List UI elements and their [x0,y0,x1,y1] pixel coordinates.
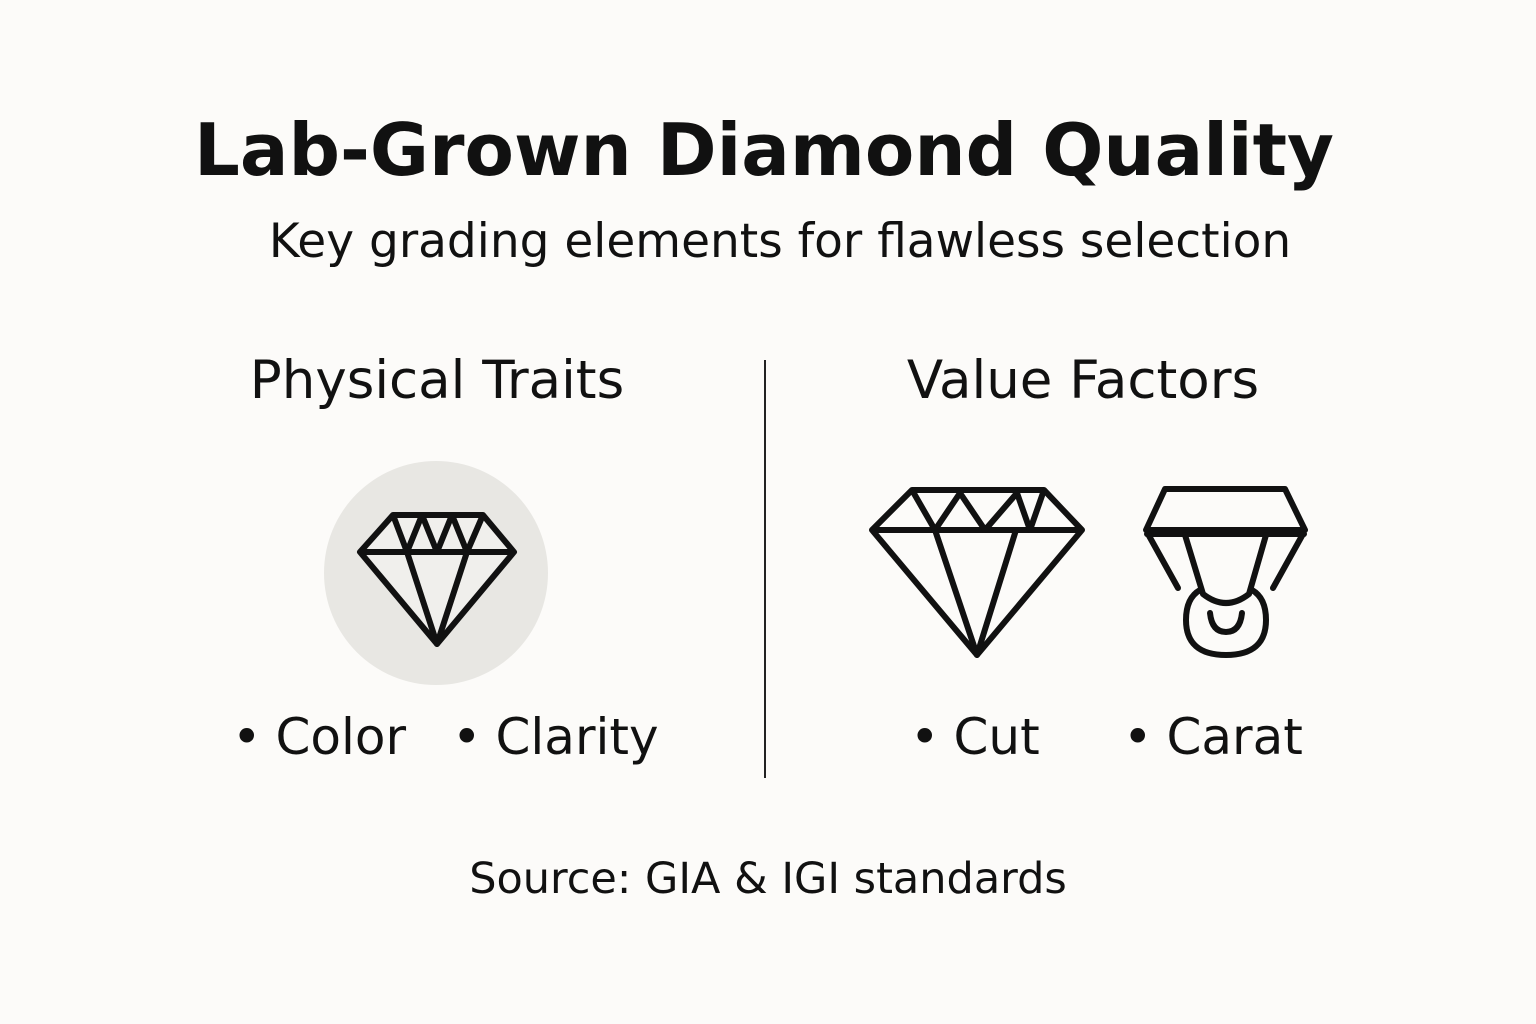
heading-physical-traits: Physical Traits [249,350,625,411]
bullet-icon: • [452,708,482,766]
heading-value-factors: Value Factors [906,350,1260,411]
carat-weight-icon [1143,486,1308,658]
section-divider [764,360,766,778]
item-label: Cut [953,708,1040,766]
diamond-icon [357,512,517,647]
list-item-color: • Color [232,708,406,766]
list-item-cut: • Cut [910,708,1040,766]
bullet-icon: • [232,708,262,766]
item-label: Carat [1166,708,1303,766]
diamond-cut-icon [869,487,1085,658]
bullet-icon: • [910,708,940,766]
source-note: Source: GIA & IGI standards [469,854,1067,904]
list-item-carat: • Carat [1123,708,1303,766]
bullet-icon: • [1123,708,1153,766]
list-item-clarity: • Clarity [452,708,659,766]
subtitle: Key grading elements for flawless select… [268,214,1292,269]
item-label: Color [275,708,407,766]
page-title: Lab-Grown Diamond Quality [194,108,1334,192]
item-label: Clarity [495,708,659,766]
